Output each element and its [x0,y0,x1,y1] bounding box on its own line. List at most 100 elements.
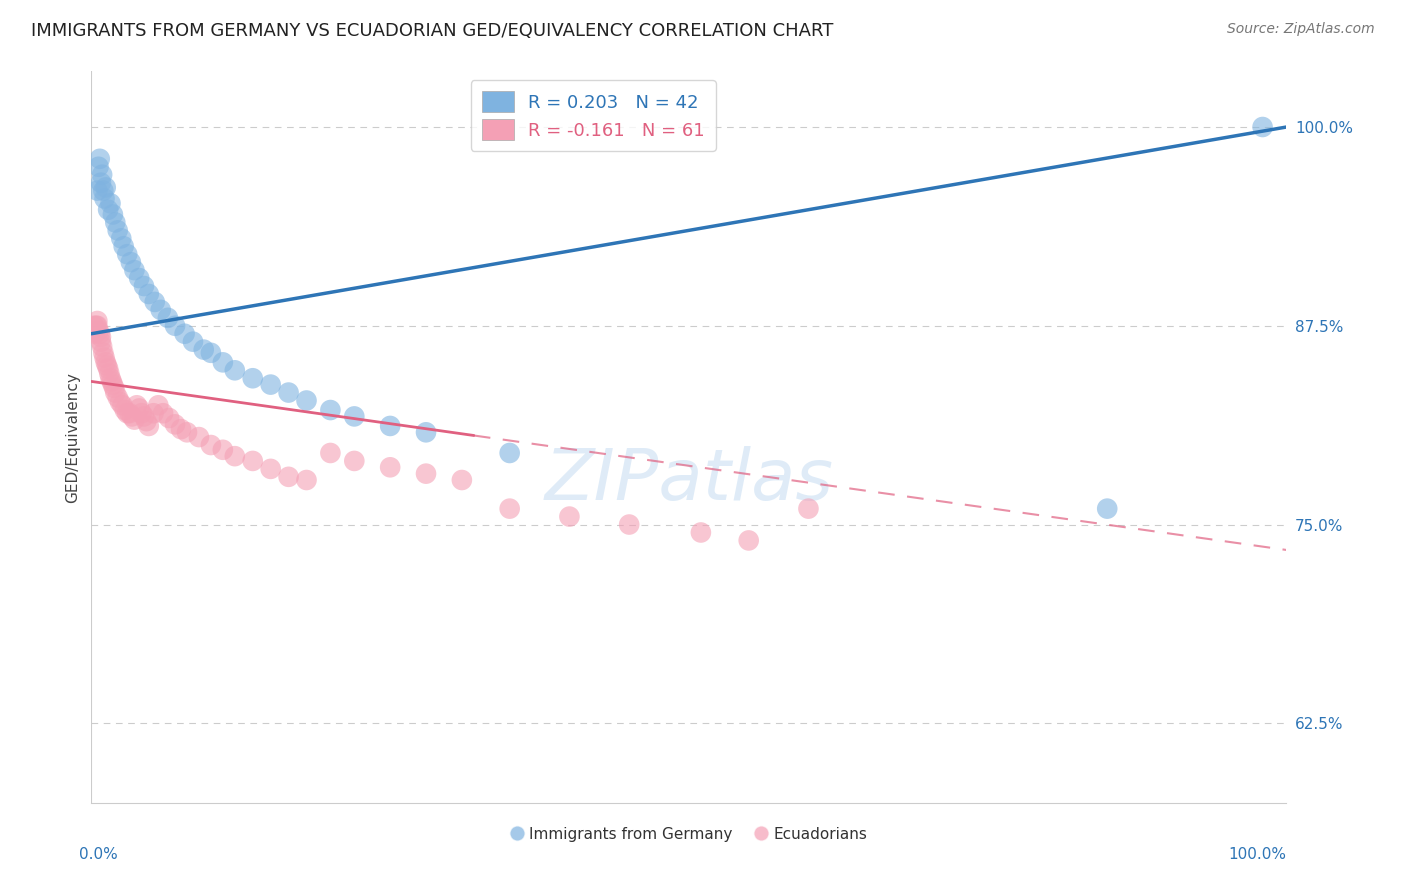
Point [132,409,155,424]
Point [103,381,125,395]
Point [91,339,114,353]
Point [295,473,318,487]
Point [132,279,155,293]
Point [259,462,281,476]
Point [415,425,437,440]
Point [93,192,115,206]
Point [90,330,112,344]
Point [94,355,117,369]
Point [110,231,132,245]
Point [93,184,114,198]
Point [86,184,108,198]
Point [86,314,108,328]
Text: IMMIGRANTS FROM GERMANY VS ECUADORIAN GED/EQUIVALENCY CORRELATION CHART: IMMIGRANTS FROM GERMANY VS ECUADORIAN GE… [31,22,834,40]
Point [242,371,264,385]
Point [319,446,342,460]
Point [114,403,136,417]
Point [84,318,107,333]
Point [224,449,246,463]
Point [115,406,138,420]
Point [295,393,318,408]
Point [138,419,160,434]
Point [135,414,157,428]
Point [101,207,124,221]
Point [83,318,105,333]
Point [90,334,112,349]
Point [163,318,186,333]
Point [104,215,127,229]
Point [343,454,366,468]
Point [111,398,134,412]
Point [343,409,366,424]
Point [115,247,138,261]
Point [498,501,520,516]
Point [200,346,222,360]
Point [131,406,153,420]
Point [107,223,129,237]
Point [120,255,142,269]
Point [104,385,127,400]
Point [87,324,110,338]
Point [112,239,135,253]
Point [200,438,222,452]
Point [97,202,120,217]
Point [176,425,198,440]
Point [86,318,108,333]
Point [149,302,172,317]
Point [498,446,520,460]
Point [156,310,179,325]
Point [737,533,759,548]
Point [100,375,122,389]
Point [143,294,166,309]
Text: Source: ZipAtlas.com: Source: ZipAtlas.com [1227,22,1375,37]
Point [148,398,170,412]
Point [619,517,641,532]
Point [242,454,264,468]
Point [170,422,193,436]
Legend: Immigrants from Germany, Ecuadorians: Immigrants from Germany, Ecuadorians [505,821,873,847]
Point [211,355,233,369]
Point [211,442,233,457]
Point [121,409,143,424]
Point [108,395,131,409]
Point [91,168,114,182]
Point [558,509,581,524]
Text: ZIPatlas: ZIPatlas [544,447,834,516]
Point [93,351,115,365]
Point [163,417,186,432]
Point [94,180,117,194]
Point [118,406,141,420]
Point [100,371,122,385]
Point [87,160,110,174]
Y-axis label: GED/Equivalency: GED/Equivalency [65,372,80,502]
Point [125,398,148,412]
Point [157,411,180,425]
Point [84,326,107,341]
Point [100,196,122,211]
Point [378,460,402,475]
Point [181,334,204,349]
Point [124,412,146,426]
Point [1251,120,1274,134]
Point [277,385,299,400]
Point [415,467,437,481]
Point [193,343,215,357]
Point [89,326,111,341]
Point [450,473,472,487]
Point [90,176,112,190]
Point [98,367,121,381]
Text: 100.0%: 100.0% [1229,847,1286,862]
Point [152,406,174,420]
Point [1097,501,1119,516]
Point [101,377,124,392]
Point [96,359,118,373]
Point [378,419,402,434]
Point [89,152,111,166]
Point [689,525,711,540]
Point [797,501,820,516]
Point [128,271,150,285]
Point [142,406,165,420]
Point [107,390,129,404]
Point [224,363,246,377]
Point [124,263,146,277]
